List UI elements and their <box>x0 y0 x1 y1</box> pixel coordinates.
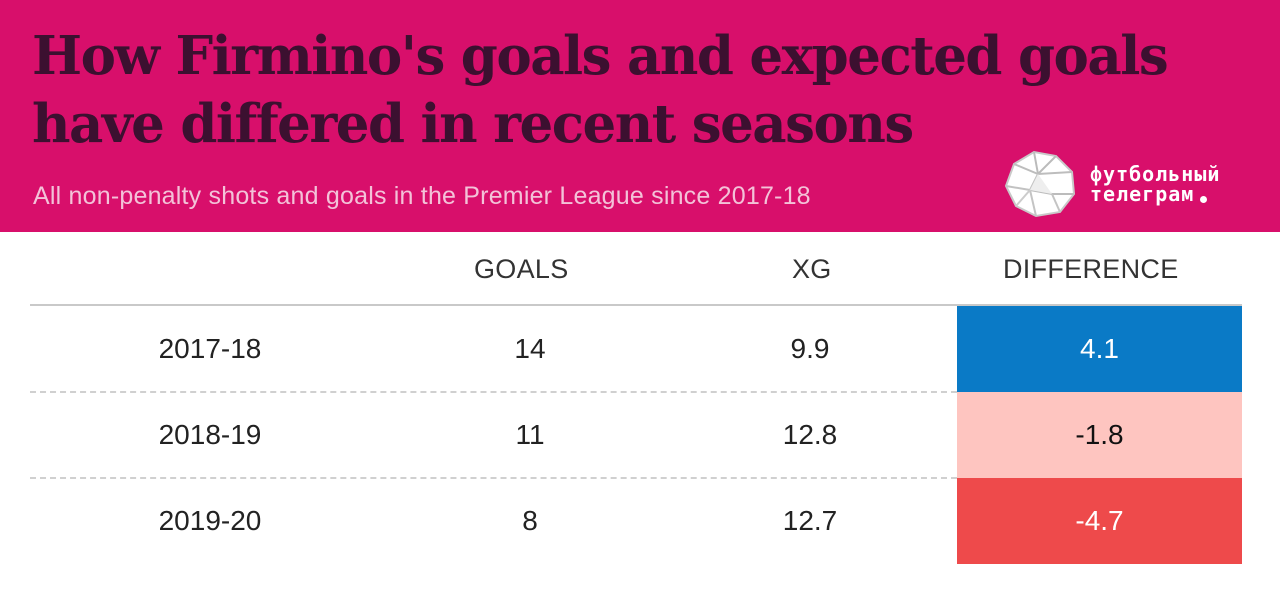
column-header-goals: GOALS <box>474 254 569 284</box>
watermark-line-1: футбольный <box>1090 162 1221 186</box>
goals-cell: 14 <box>514 333 546 364</box>
header-banner: How Firmino's goals and expected goals h… <box>0 0 1280 232</box>
data-table: GOALS XG DIFFERENCE 2017-18 14 9.9 4.1 2018-… <box>0 232 1280 597</box>
difference-cell: -4.7 <box>957 478 1242 564</box>
xg-cell: 12.8 <box>782 419 838 450</box>
xg-cell: 12.7 <box>782 505 838 536</box>
header-divider <box>30 304 1242 306</box>
watermark-text: футбольный телеграм <box>1090 164 1220 204</box>
chart-subtitle: All non-penalty shots and goals in the P… <box>33 182 811 210</box>
crumpled-ball-icon <box>1004 150 1076 218</box>
goals-cell: 11 <box>515 419 545 450</box>
season-cell: 2019-20 <box>158 505 262 536</box>
chart-title: How Firmino's goals and expected goals h… <box>32 25 1169 155</box>
row-divider <box>30 391 957 393</box>
table-row: 2019-20 8 12.7 -4.7 <box>0 478 1280 564</box>
xg-cell: 9.9 <box>790 333 830 364</box>
column-header-xg: XG <box>792 254 832 284</box>
difference-cell: 4.1 <box>957 306 1242 392</box>
watermark-line-2: телеграм <box>1090 182 1195 206</box>
table-row: 2017-18 14 9.9 4.1 <box>0 306 1280 393</box>
column-header-difference: DIFFERENCE <box>1003 254 1179 284</box>
season-cell: 2017-18 <box>158 333 262 364</box>
table-row: 2018-19 11 12.8 -1.8 <box>0 392 1280 479</box>
watermark-dot <box>1200 196 1208 203</box>
season-cell: 2018-19 <box>158 419 262 450</box>
watermark-logo: футбольный телеграм <box>998 146 1258 220</box>
difference-cell: -1.8 <box>957 392 1242 478</box>
row-divider <box>30 477 957 479</box>
goals-cell: 8 <box>522 505 538 536</box>
